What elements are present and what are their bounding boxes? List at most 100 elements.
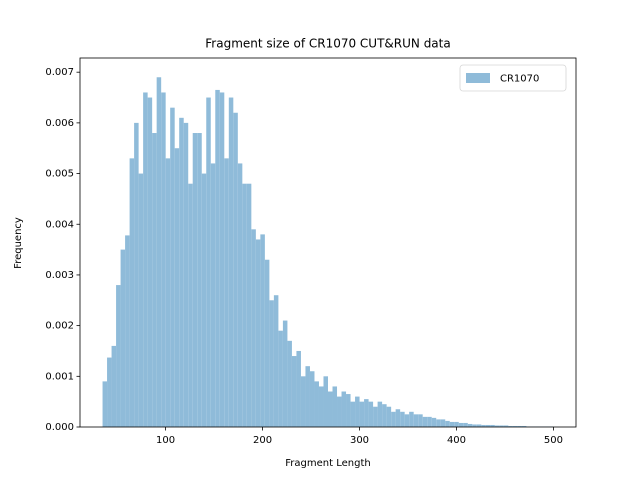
bar [116,285,121,427]
bar [206,97,211,428]
bar [255,239,261,427]
bar [192,133,198,427]
bar [391,411,396,427]
bar [427,416,432,427]
bar [481,424,486,427]
bar [323,376,328,427]
bar [102,381,108,427]
y-tick-label: 0.000 [45,422,74,433]
bar [228,97,234,428]
bar [120,249,126,427]
bar [436,419,441,427]
bar [273,295,279,427]
bar [440,419,446,427]
bar [282,320,288,427]
bar [183,122,189,427]
bar [422,416,428,427]
bar [188,183,193,427]
bar [291,356,297,427]
bar [318,386,324,427]
bar [467,423,473,427]
bar [174,148,180,427]
y-tick-label: 0.003 [45,270,74,281]
bar [472,424,477,427]
bar [197,133,202,427]
bar [251,229,256,427]
bar [409,411,414,427]
bar [341,391,347,427]
bar [517,425,522,427]
bar [382,404,387,427]
bar [296,350,301,427]
bar [260,234,265,427]
bar [337,396,342,427]
bar [386,406,392,427]
bar [476,424,482,427]
bar [458,422,464,427]
bar [201,173,207,427]
bar [314,381,319,427]
bar [404,414,410,427]
y-axis-label: Frequency [13,217,24,269]
bar [490,424,495,427]
legend-swatch [466,73,490,83]
bar [111,345,117,427]
y-tick-label: 0.006 [45,118,74,129]
y-tick-label: 0.007 [45,67,74,78]
bar [300,376,306,427]
x-tick-label: 300 [350,435,369,446]
bar [499,425,504,427]
bar [156,77,162,427]
bar [246,183,252,427]
x-tick-label: 500 [544,435,563,446]
bar [210,163,216,427]
bar [147,97,153,428]
y-tick-label: 0.005 [45,169,74,180]
bar [305,366,310,427]
bar [264,259,270,427]
bar [224,158,229,427]
bar [237,163,243,427]
bar [215,89,220,428]
bar [368,401,374,427]
bar [521,425,527,427]
axes-frame [79,57,577,428]
bar [278,330,283,427]
bar [332,386,338,427]
y-tick-label: 0.001 [45,371,74,382]
bar [138,173,144,427]
bar [494,425,500,427]
bar [503,425,509,427]
bar [309,371,315,427]
bar [134,122,139,427]
x-axis-label: Fragment Length [285,458,370,469]
bar [346,394,351,427]
y-tick-label: 0.004 [45,219,74,230]
bar [445,420,450,427]
chart-title: Fragment size of CR1070 CUT&RUN data [205,37,450,51]
bar [125,235,130,427]
bar [508,425,513,427]
bar [287,340,292,427]
bar [418,414,423,427]
x-tick-label: 200 [253,435,272,446]
bar [328,391,333,427]
bar [431,417,437,427]
bar [373,406,378,427]
bar [179,117,184,428]
bar [449,421,455,427]
bar [512,425,518,427]
bar [219,92,225,427]
y-tick-label: 0.002 [45,321,74,332]
x-tick-label: 100 [156,435,175,446]
bar [355,396,360,427]
bar [400,411,405,427]
bar [350,401,356,427]
x-tick-label: 400 [447,435,466,446]
bar [395,409,401,427]
bar [107,357,112,427]
bar [359,401,365,427]
legend-box [459,64,567,92]
